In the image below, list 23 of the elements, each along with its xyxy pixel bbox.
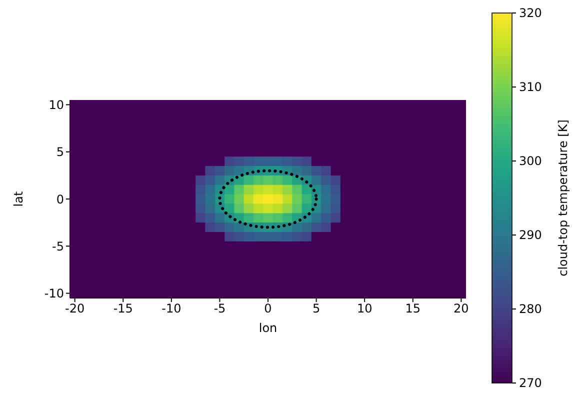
x-tick-label: 5 (312, 302, 320, 316)
y-axis-title: lat (11, 191, 26, 207)
x-tick-label: -5 (214, 302, 226, 316)
color-bar-label: 270 (519, 376, 542, 390)
color-bar-label: 310 (519, 80, 542, 94)
x-tick-label: 15 (405, 302, 421, 316)
y-tick-label: -10 (44, 286, 64, 301)
x-tick-label: 10 (356, 302, 372, 316)
x-tick-label: 0 (264, 302, 272, 316)
color-bar-label: 290 (519, 228, 542, 242)
color-bar-label: 280 (519, 302, 542, 316)
color-bar-label: 320 (519, 6, 542, 20)
y-tick-label: 0 (56, 192, 64, 206)
y-tick-label: 10 (48, 98, 64, 112)
x-tick-label: -20 (65, 302, 85, 316)
color-bar-title: cloud-top temperature [K] (556, 120, 570, 276)
x-axis-title: lon (258, 321, 278, 335)
y-tick-label: -5 (52, 239, 64, 254)
x-tick-label: -15 (113, 302, 133, 316)
x-tick-label: 20 (454, 302, 469, 316)
x-tick-label: -10 (162, 302, 182, 316)
color-bar-label: 300 (519, 154, 542, 168)
y-tick-label: 5 (56, 145, 64, 160)
